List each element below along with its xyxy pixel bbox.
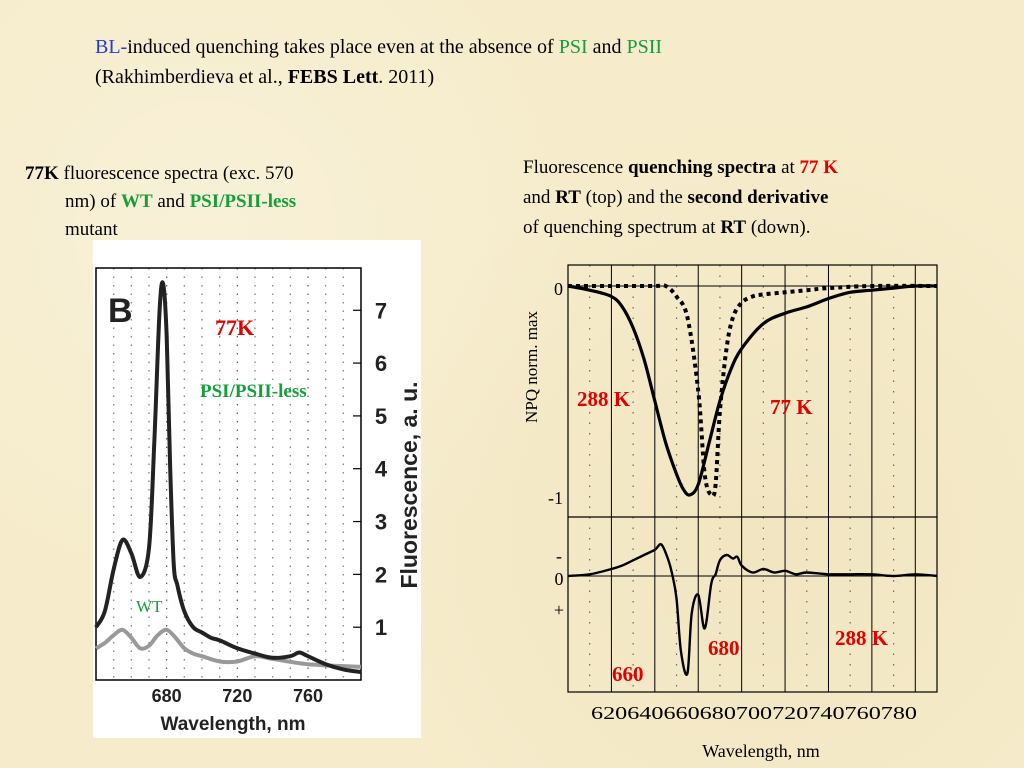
left-label-77k: 77K [215,315,254,340]
left-y-axis-label: Fluorescence, a. u. [396,381,421,588]
right-caption: Fluorescence quenching spectra at 77 K a… [523,153,963,243]
panel-letter: B [108,292,133,330]
left-x-axis-label: Wavelength, nm [161,714,306,735]
left-label-wt: WT [136,597,163,616]
citation-journal: FEBS Lett [287,66,379,88]
label-660: 660 [612,662,644,686]
second-derivative-line [567,543,938,677]
caption-text-2: nm) of [65,191,121,212]
rc-b4: RT [720,217,747,238]
left-y-tick-label: 2 [375,562,387,587]
label-680: 680 [708,636,740,660]
deriv-tick-plus: + [554,600,564,620]
left-y-tick-label: 7 [375,298,387,323]
left-chart-series [94,280,362,675]
left-caption: 77K fluorescence spectra (exc. 570 nm) o… [25,160,405,244]
left-chart-y-ticks: 1 2 3 4 5 6 7 [353,298,388,640]
quenching-series [567,283,938,499]
caption-mutant: PSI/PSII-less [189,191,297,212]
rc-b2: RT [555,187,581,208]
right-y-axis-label: NPQ norm. max [522,311,541,423]
quench-288k-line [567,284,938,497]
label-288k-top: 288 K [577,387,631,411]
caption-text-1: fluorescence spectra (exc. 570 [58,163,294,184]
rc-t1: Fluorescence [523,157,628,178]
y-tick-minus-1: -1 [548,488,563,508]
rc-t2: at [776,157,800,178]
caption-wt: WT [120,191,153,212]
header-line-2: (Rakhimberdieva et al., FEBS Lett. 2011) [95,62,662,92]
left-y-tick-label: 1 [375,615,387,640]
caption-77k: 77K [25,163,59,184]
left-chart-x-ticks: 680 720 760 [152,686,323,706]
left-y-tick-label: 5 [375,404,387,429]
left-spectra-chart: 680 720 760 1 2 3 4 5 6 7 B 77K PSI/PSII-less WT… [93,240,421,738]
right-x-axis-label: Wavelength, nm [702,741,820,761]
header-text: induced quenching takes place even at th… [127,36,559,58]
right-quenching-chart: 0 -1 - 0 + NPQ norm. max 288 K 77 K 660 … [522,264,938,761]
psii-label: PSII [626,36,663,58]
label-77k-top: 77 K [770,395,813,419]
left-y-tick-label: 3 [375,510,387,535]
header-and: and [587,36,627,58]
bl-label: BL- [95,36,128,58]
wt-spectrum-line [94,627,362,669]
caption-and: and [152,191,190,212]
left-y-tick-label: 6 [375,351,387,376]
left-y-tick-label: 4 [375,457,388,482]
derivative-series [567,543,938,677]
rc-b1: quenching spectra [627,157,777,178]
rc-b3: second derivative [687,187,829,208]
right-x-ticks: 620640660680700720740760780 [591,703,917,723]
caption-text-3: mutant [65,219,118,240]
y-tick-0: 0 [554,279,563,299]
rc-77k: 77 K [799,157,839,178]
rc-t6: (down). [746,217,811,238]
quench-77k-line [567,283,938,499]
left-x-tick-label: 720 [222,686,252,706]
deriv-tick-minus: - [556,546,562,566]
rc-t3: and [523,187,556,208]
citation-authors: (Rakhimberdieva et al., [95,66,288,88]
citation-year: . 2011) [378,66,435,88]
slide-header: BL-induced quenching takes place even at… [95,32,662,92]
left-x-tick-label: 760 [293,686,323,706]
rc-t5: of quenching spectrum at [523,217,721,238]
psi-label: PSI [558,36,588,58]
left-chart-background [93,240,421,738]
mutant-spectrum-line [94,280,362,675]
deriv-tick-zero: 0 [555,569,564,589]
left-chart-frame [95,267,362,681]
label-288k-bottom: 288 K [835,626,889,650]
left-label-mutant: PSI/PSII-less [200,381,307,402]
header-line-1: BL-induced quenching takes place even at… [95,32,662,62]
left-x-tick-label: 680 [152,686,182,706]
right-chart-grid [589,265,916,692]
rc-t4: (top) and the [580,187,688,208]
right-chart-frame [567,264,938,693]
